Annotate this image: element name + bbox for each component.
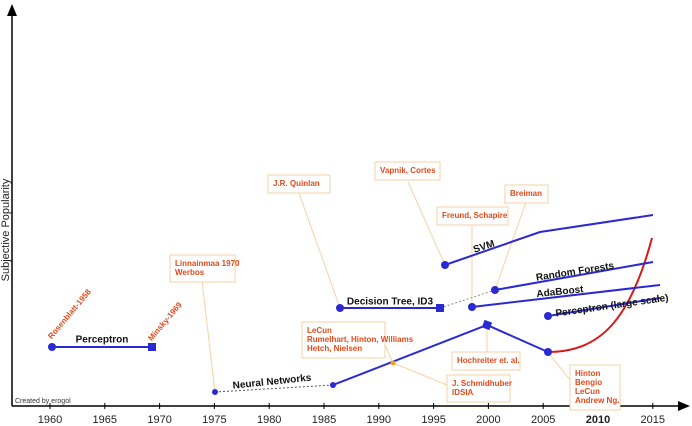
annotation-text: Minsky-1969: [146, 300, 184, 343]
annotation-text: Vapnik, Cortes: [380, 166, 436, 175]
annotation-text: Andrew Ng.: [575, 396, 619, 405]
annotation-text: J.R. Quinlan: [273, 179, 320, 188]
method-label: SVM: [472, 239, 496, 256]
annotation-text: Linnainmaa 1970: [175, 259, 240, 268]
annotation-text: IDSIA: [452, 388, 474, 397]
annotation: Vapnik, Cortes: [374, 161, 441, 181]
annotation-text: Hinton: [575, 369, 600, 378]
annotation-text: Rumelhart, Hinton, Williams: [307, 335, 414, 344]
annotation-text: Freund, Schapire: [442, 211, 508, 220]
annotation-text: Bengio: [575, 378, 602, 387]
annotation-text: Rosenblatt-1958: [46, 287, 93, 341]
annotation-text: Breiman: [510, 189, 542, 198]
annotation-box: [446, 374, 511, 403]
annotation-box: [169, 254, 236, 283]
annotation-text: LeCun: [307, 326, 332, 335]
x-tick-label: 2000: [476, 414, 500, 426]
x-tick-label: 1985: [312, 414, 336, 426]
annotation: Breiman: [504, 184, 549, 204]
annotation: Rosenblatt-1958: [46, 287, 93, 341]
annotation-box: [267, 174, 331, 194]
annotation-text: J. Schmidhuber: [452, 379, 512, 388]
y-arrow: [7, 4, 17, 16]
x-tick-label: 2005: [531, 414, 555, 426]
timelines: [48, 214, 661, 395]
x-tick-label: 1995: [421, 414, 445, 426]
annotation-box: [301, 321, 386, 359]
annotation-text: Hochreiter et. al.: [457, 356, 520, 365]
x-tick-label: 1975: [202, 414, 226, 426]
annotation-box: [504, 184, 549, 204]
annotation: Hochreiter et. al.: [451, 351, 521, 371]
annotation-box: [374, 161, 441, 181]
leader-lines: [201, 181, 571, 393]
x-tick-label: 2015: [641, 414, 665, 426]
x-tick-label: 1970: [147, 414, 171, 426]
method-label: Perceptron (large scale): [555, 293, 669, 320]
x-tick-label: 1990: [367, 414, 391, 426]
annotation-box: [436, 206, 509, 226]
annotation-box: [569, 364, 621, 411]
x-tick-label: 2010: [586, 414, 610, 426]
annotation: Minsky-1969: [146, 300, 184, 343]
annotation-text: LeCun: [575, 387, 600, 396]
annotation-box: [451, 351, 521, 371]
method-label: AdaBoost: [536, 284, 585, 300]
annotation: Freund, Schapire: [436, 206, 509, 226]
annotation: J.R. Quinlan: [267, 174, 331, 194]
method-label: Decision Tree, ID3: [347, 297, 434, 308]
x-tick-label: 1965: [93, 414, 117, 426]
method-label: Perceptron: [76, 335, 129, 346]
x-tick-label: 1960: [38, 414, 62, 426]
y-axis-label: Subjective Popularity: [0, 178, 12, 281]
x-tick-label: 1980: [257, 414, 281, 426]
credit: Created by erogol: [15, 398, 71, 405]
annotation-text: Hetch, Nielsen: [307, 344, 362, 353]
x-arrow: [678, 401, 690, 411]
method-label: Random Forests: [535, 260, 615, 283]
annotation-text: Werbos: [175, 268, 205, 277]
